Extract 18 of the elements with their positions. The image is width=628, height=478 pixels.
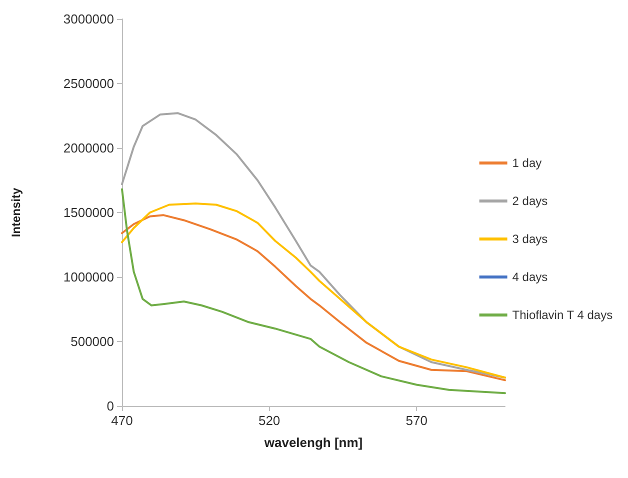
- y-tick-label: 0: [106, 398, 114, 414]
- y-tick-label: 2500000: [63, 76, 114, 91]
- legend-label: 1 day: [512, 156, 542, 170]
- y-axis-title: Intensity: [9, 188, 23, 238]
- x-tick-label: 570: [406, 413, 428, 428]
- line-series: [121, 112, 506, 379]
- x-tick-label: 520: [258, 413, 280, 428]
- y-tick-label: 1000000: [63, 270, 114, 284]
- y-tick-label: 1500000: [63, 205, 114, 220]
- legend-label: Thioflavin T 4 days: [512, 308, 613, 322]
- x-axis-title: wavelengh [nm]: [263, 435, 363, 450]
- x-tick-label: 470: [111, 413, 133, 428]
- y-tick-label: 3000000: [63, 12, 114, 26]
- legend-label: 2 days: [512, 194, 548, 208]
- legend-label: 4 days: [512, 270, 548, 284]
- y-tick-label: 500000: [70, 334, 114, 349]
- legend-label: 3 days: [512, 232, 548, 246]
- y-tick-label: 2000000: [63, 140, 114, 156]
